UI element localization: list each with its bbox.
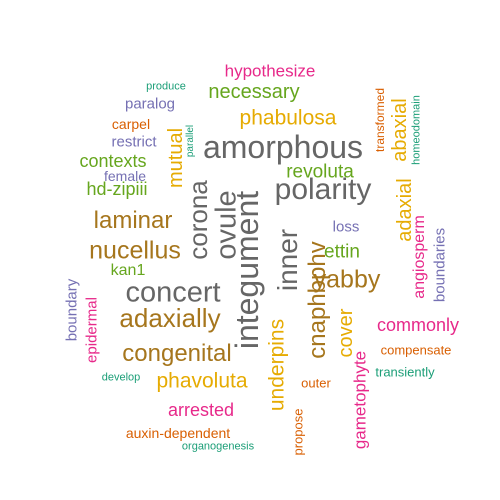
word-concert: concert bbox=[125, 276, 221, 309]
word-corona: corona bbox=[183, 180, 213, 260]
word-adaxially: adaxially bbox=[119, 303, 221, 333]
word-transiently: transiently bbox=[375, 364, 435, 380]
word-phavoluta: phavoluta bbox=[156, 369, 248, 393]
word-parallel: parallel bbox=[185, 124, 196, 158]
word-yabby: yabby bbox=[313, 265, 381, 294]
word-arrested: arrested bbox=[167, 400, 235, 420]
word-ettin: ettin bbox=[324, 241, 360, 263]
word-phabulosa: phabulosa bbox=[239, 106, 337, 130]
word-compensate: compensate bbox=[380, 342, 452, 358]
word-female: female bbox=[103, 168, 147, 184]
word-ovule: ovule bbox=[210, 190, 243, 260]
word-laminar: laminar bbox=[93, 207, 173, 234]
word-develop: develop bbox=[101, 371, 141, 384]
word-underpins: underpins bbox=[265, 318, 289, 412]
word-congenital: congenital bbox=[122, 340, 232, 367]
word-propose: propose bbox=[290, 408, 306, 456]
word-abaxial: abaxial bbox=[389, 98, 411, 162]
word-kan1: kan1 bbox=[110, 262, 146, 279]
word-angiosperm: angiosperm bbox=[411, 215, 428, 299]
word-contexts: contexts bbox=[79, 151, 147, 171]
word-boundary: boundary bbox=[63, 278, 81, 342]
word-organogenesis: organogenesis bbox=[181, 440, 255, 453]
word-loss: loss bbox=[332, 218, 360, 236]
word-outer: outer bbox=[301, 375, 331, 391]
word-gametophyte: gametophyte bbox=[350, 350, 370, 450]
word-hd-zipiii: hd-zipiii bbox=[86, 179, 148, 199]
word-carpel: carpel bbox=[111, 116, 151, 132]
word-commonly: commonly bbox=[376, 315, 460, 335]
word-mutual: mutual bbox=[165, 127, 187, 189]
word-produce: produce bbox=[146, 80, 186, 93]
word-amorphous: amorphous bbox=[202, 129, 364, 165]
word-boundaries: boundaries bbox=[431, 227, 449, 303]
word-epidermal: epidermal bbox=[83, 297, 101, 363]
word-inner: inner bbox=[272, 228, 303, 292]
word-paralog: paralog bbox=[124, 95, 176, 113]
word-restrict: restrict bbox=[111, 133, 157, 151]
word-homeodomain: homeodomain bbox=[410, 95, 423, 165]
word-auxin-dependent: auxin-dependent bbox=[125, 425, 231, 441]
word-transformed: transformed bbox=[373, 87, 387, 153]
word-revoluta: revoluta bbox=[286, 161, 354, 183]
word-polarity: polarity bbox=[274, 173, 372, 206]
word-hypothesize: hypothesize bbox=[224, 61, 316, 81]
word-necessary: necessary bbox=[208, 81, 300, 103]
word-nucellus: nucellus bbox=[89, 236, 181, 265]
